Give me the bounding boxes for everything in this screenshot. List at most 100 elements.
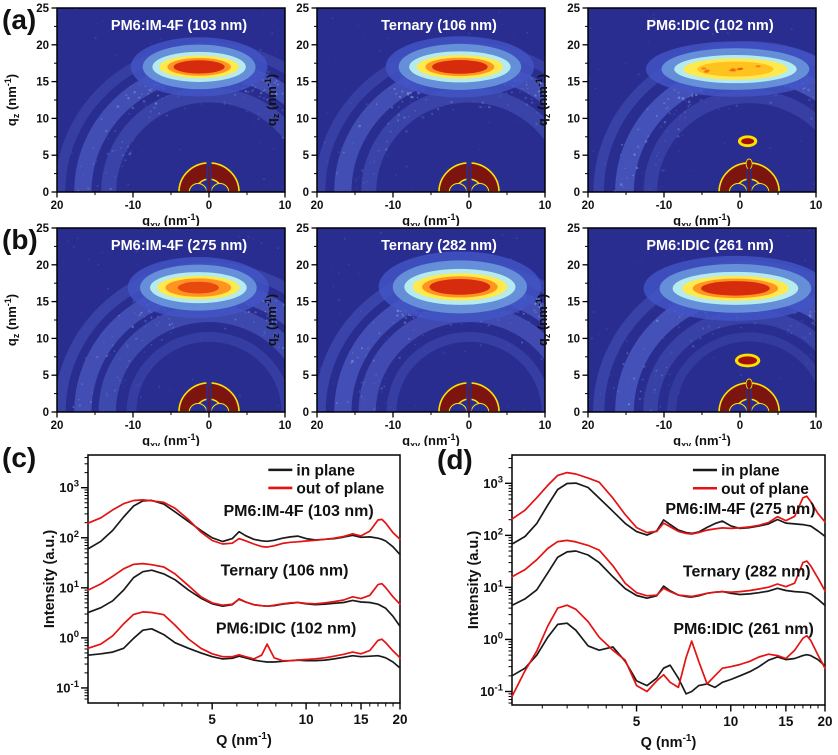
svg-text:15: 15 [296,297,309,309]
curve-label: PM6:IM-4F (103 nm) [223,503,373,520]
svg-text:10: 10 [279,420,292,432]
series-pm6-idic-102-nm-in-plane [87,627,401,669]
x-axis-label: qxy (nm-1) [142,212,200,226]
x-axis-label: qxy (nm-1) [673,212,731,226]
svg-text:0: 0 [737,200,743,212]
svg-text:10: 10 [810,200,823,212]
svg-text:0: 0 [303,407,309,419]
detector-image: PM6:IDIC (102 nm) [588,8,816,192]
scattering-ring [126,332,285,412]
svg-text:0: 0 [303,187,309,199]
svg-text:15: 15 [296,77,309,89]
svg-text:5: 5 [43,370,50,382]
svg-text:5: 5 [43,150,50,162]
giwaxs-map-b1: PM6:IM-4F (275 nm) 20 -10 0 10 0 5 10 15 20 25 qxy … [3,223,292,450]
y-axis-label: qz (nm-1) [3,294,21,346]
curve-label: Ternary (106 nm) [221,562,349,579]
curve-label: PM6:IDIC (261 nm) [673,621,813,638]
svg-text:0: 0 [206,200,212,212]
svg-text:20: 20 [567,260,580,272]
pi-stacking-blob [701,281,770,296]
x-axis-label: Q (nm-1) [216,731,272,749]
svg-text:15: 15 [36,77,49,89]
detector-image: PM6:IM-4F (103 nm) [57,8,285,192]
series-pm6-idic-261-nm-in-plane [511,622,826,695]
svg-text:10: 10 [539,200,552,212]
giwaxs-map-a1: PM6:IM-4F (103 nm) 20 -10 0 10 0 5 10 15 20 25 qxy … [3,3,291,230]
svg-text:15: 15 [567,297,580,309]
panel-title: Ternary (282 nm) [381,238,497,254]
scattering-ring [386,332,545,412]
series-ternary-282-nm-out-of-plane [511,539,826,598]
giwaxs-map-a3: PM6:IDIC (102 nm) 20 -10 0 10 0 5 10 15 20 25 qxy (… [534,3,823,230]
giwaxs-2d-panel-a3: PM6:IDIC (102 nm) 20 -10 0 10 0 5 10 15 20 25 qxy (… [531,0,823,230]
svg-text:-10: -10 [385,200,402,212]
svg-text:101: 101 [483,578,503,595]
svg-text:-10: -10 [125,420,142,432]
svg-text:0: 0 [574,187,580,199]
svg-text:10: 10 [36,333,49,345]
legend-label: out of plane [296,480,384,497]
svg-text:20: 20 [582,200,595,212]
panel-title: PM6:IM-4F (103 nm) [111,18,247,34]
panel-letter-a: (a) [2,4,37,35]
svg-text:10: 10 [36,113,49,125]
svg-text:100: 100 [59,629,79,646]
svg-text:20: 20 [817,714,832,729]
detector-image: PM6:IDIC (261 nm) [588,228,816,412]
svg-text:0: 0 [737,420,743,432]
svg-text:20: 20 [36,40,49,52]
detector-image: Ternary (282 nm) [317,228,545,412]
svg-text:10: 10 [296,333,309,345]
y-axis-label: Intensity (a.u.) [42,530,58,628]
svg-text:5: 5 [303,370,310,382]
svg-text:20: 20 [296,260,309,272]
svg-text:0: 0 [43,407,49,419]
svg-text:25: 25 [296,223,309,235]
series-ternary-106-nm-out-of-plane [87,562,401,608]
svg-text:101: 101 [59,579,79,596]
y-axis-label: qz (nm-1) [534,294,552,346]
svg-text:20: 20 [296,40,309,52]
svg-text:10-1: 10-1 [480,682,504,699]
x-axis-label: qxy (nm-1) [402,432,460,446]
curve-label: PM6:IM-4F (275 nm) [665,501,815,518]
x-axis-label: Q (nm-1) [641,733,697,751]
y-axis-label: Intensity (a.u.) [466,531,482,629]
svg-text:-10: -10 [125,200,142,212]
svg-text:5: 5 [574,370,581,382]
svg-text:5: 5 [633,714,641,729]
svg-text:0: 0 [43,187,49,199]
svg-text:102: 102 [483,526,503,543]
svg-text:10: 10 [567,113,580,125]
svg-text:20: 20 [311,200,324,212]
detector-image: PM6:IM-4F (275 nm) [57,228,285,412]
svg-text:103: 103 [59,479,79,496]
giwaxs-map-b2: Ternary (282 nm) 20 -10 0 10 0 5 10 15 20 25 qxy (n… [263,223,551,450]
svg-text:20: 20 [567,40,580,52]
pi-stacking-blob [429,278,491,295]
linecut-plot-d: 5 10 15 20 10-1 100 101 102 103 Q (nm-1) Intensity… [466,454,833,751]
giwaxs-2d-panel-a1: PM6:IM-4F (103 nm) 20 -10 0 10 0 5 10 15 20 25 qxy … [0,0,292,230]
svg-text:10: 10 [810,420,823,432]
svg-text:20: 20 [51,200,64,212]
linecut-plot-c: 5 10 15 20 10-1 100 101 102 103 Q (nm-1) Intensity… [42,454,408,749]
svg-text:5: 5 [208,712,216,727]
pi-stacking-blob [177,281,219,294]
giwaxs-2d-panel-b3: PM6:IDIC (261 nm) 20 -10 0 10 0 5 10 15 20 25 qxy (… [531,220,823,450]
pi-stacking-blob [173,60,225,74]
series-pm6-im-4f-275-nm-out-of-plane [511,471,826,535]
svg-text:20: 20 [311,420,324,432]
panel-title: PM6:IDIC (102 nm) [646,18,773,34]
svg-text:5: 5 [574,150,581,162]
linecut-chart-d: 5 10 15 20 10-1 100 101 102 103 Q (nm-1) Intensity… [464,443,838,755]
svg-text:25: 25 [296,3,309,15]
svg-text:0: 0 [574,407,580,419]
svg-text:10: 10 [296,113,309,125]
pi-stacking-blob [432,60,488,74]
svg-text:0: 0 [206,420,212,432]
svg-text:0: 0 [466,420,472,432]
giwaxs-2d-panel-b1: PM6:IM-4F (275 nm) 20 -10 0 10 0 5 10 15 20 25 qxy … [0,220,292,450]
svg-text:102: 102 [59,529,79,546]
svg-text:-10: -10 [385,420,402,432]
